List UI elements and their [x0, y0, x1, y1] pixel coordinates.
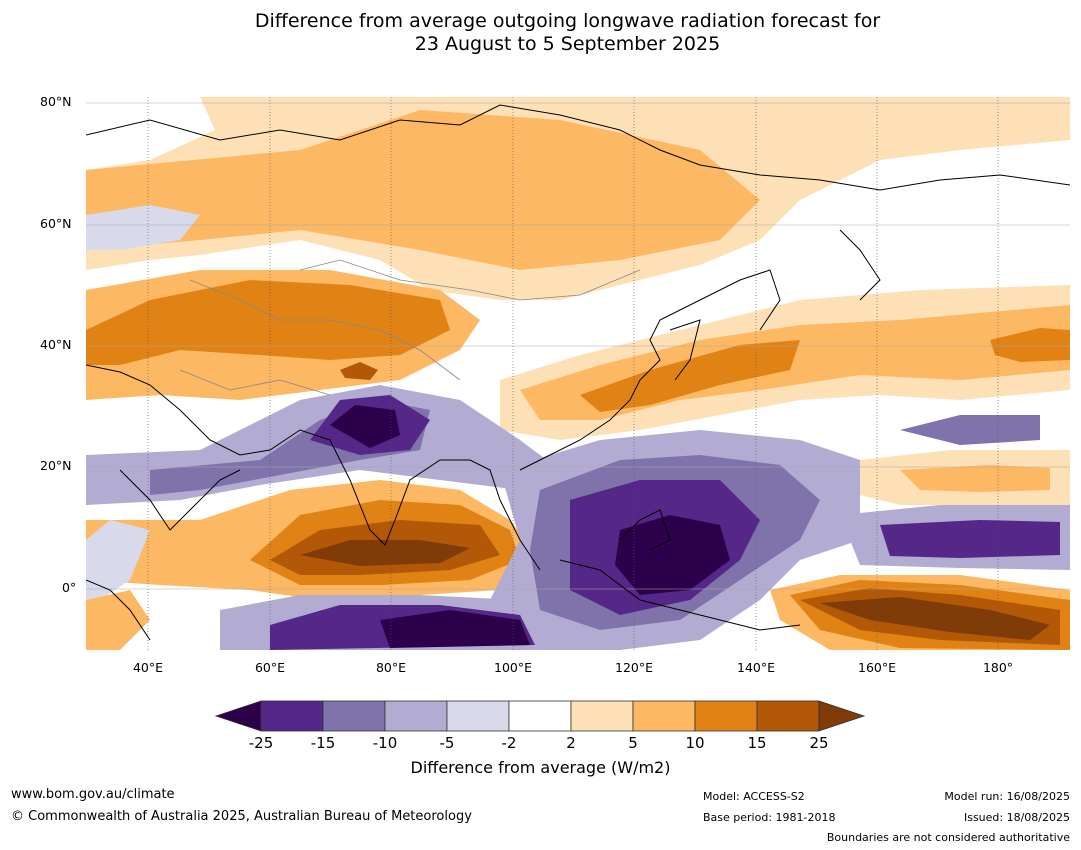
- lat-label-40n: 40°N: [40, 337, 72, 352]
- colorbar-tick: -10: [372, 734, 398, 752]
- colorbar-tick: -2: [501, 734, 517, 752]
- colorbar-tick: 2: [566, 734, 576, 752]
- region-south-io-deep: [380, 610, 530, 648]
- colorbar-swatch: [446, 700, 510, 732]
- region-maritime-deep: [615, 515, 730, 595]
- region-siberia-medium: [86, 110, 760, 270]
- footer-model-run: Model run: 16/08/2025: [944, 790, 1070, 803]
- region-pacific-purple-north: [900, 415, 1040, 445]
- colorbar-label: Difference from average (W/m2): [410, 758, 671, 777]
- region-pacific-medium-orange: [900, 465, 1050, 492]
- colorbar-tick: 25: [809, 734, 829, 752]
- region-japan-strong: [580, 340, 800, 412]
- latitude-lines: [86, 102, 1070, 590]
- colorbar-tick: -15: [310, 734, 336, 752]
- colorbar: [214, 700, 866, 732]
- region-sw-pacific-deep: [820, 597, 1050, 640]
- lat-label-equator: 0°: [62, 580, 77, 595]
- lon-label-160e: 160°E: [857, 660, 897, 675]
- lat-label-20n: 20°N: [40, 458, 72, 473]
- colorbar-extend-low: [214, 700, 262, 732]
- footer-website: www.bom.gov.au/climate: [11, 787, 175, 802]
- lat-label-60n: 60°N: [40, 216, 72, 231]
- footer-base-period: Base period: 1981-2018: [703, 811, 836, 824]
- colorbar-swatch: [322, 700, 386, 732]
- chart-title: Difference from average outgoing longwav…: [0, 10, 1081, 56]
- anomaly-field: [86, 97, 1070, 650]
- region-west-purple-light: [86, 205, 200, 250]
- colorbar-swatch: [508, 700, 572, 732]
- map-gridlines: [147, 97, 999, 650]
- region-africa-light: [86, 520, 150, 600]
- lon-label-140e: 140°E: [736, 660, 776, 675]
- colorbar-tick: -5: [439, 734, 455, 752]
- region-africa-orange: [86, 590, 150, 650]
- colorbar-swatch: [756, 700, 820, 732]
- region-north-pacific-strong: [990, 328, 1070, 362]
- colorbar-tick: 10: [685, 734, 705, 752]
- coastlines: [86, 104, 1070, 641]
- colorbar-swatch: [632, 700, 696, 732]
- lat-label-80n: 80°N: [40, 94, 72, 109]
- colorbar-swatch: [570, 700, 634, 732]
- lon-label-80e: 80°E: [375, 660, 407, 675]
- footer-model: Model: ACCESS-S2: [703, 790, 805, 803]
- lon-label-100e: 100°E: [493, 660, 533, 675]
- footer-copyright: © Commonwealth of Australia 2025, Austra…: [11, 809, 472, 824]
- footer-disclaimer: Boundaries are not considered authoritat…: [826, 831, 1070, 844]
- colorbar-tick: 5: [628, 734, 638, 752]
- colorbar-swatch: [260, 700, 324, 732]
- region-central-asia-strong: [86, 280, 450, 365]
- title-line-1: Difference from average outgoing longwav…: [254, 10, 881, 32]
- footer-issued: Issued: 18/08/2025: [963, 811, 1070, 824]
- colorbar-swatch: [694, 700, 758, 732]
- region-tibet-dark: [340, 362, 378, 380]
- colorbar-tick: -25: [248, 734, 274, 752]
- country-borders: [179, 259, 641, 396]
- region-arctic-white: [86, 97, 215, 170]
- title-line-2: 23 August to 5 September 2025: [414, 33, 721, 55]
- colorbar-tick: 15: [747, 734, 767, 752]
- region-indian-ocean-deepest: [300, 540, 470, 566]
- region-pacific-purple-strong: [880, 520, 1060, 558]
- lon-label-60e: 60°E: [254, 660, 286, 675]
- colorbar-extend-high: [818, 700, 866, 732]
- lon-label-180: 180°: [982, 660, 1014, 675]
- colorbar-swatch: [384, 700, 448, 732]
- region-india-purple-deep: [330, 405, 400, 448]
- lon-label-40e: 40°E: [132, 660, 164, 675]
- lon-label-120e: 120°E: [614, 660, 654, 675]
